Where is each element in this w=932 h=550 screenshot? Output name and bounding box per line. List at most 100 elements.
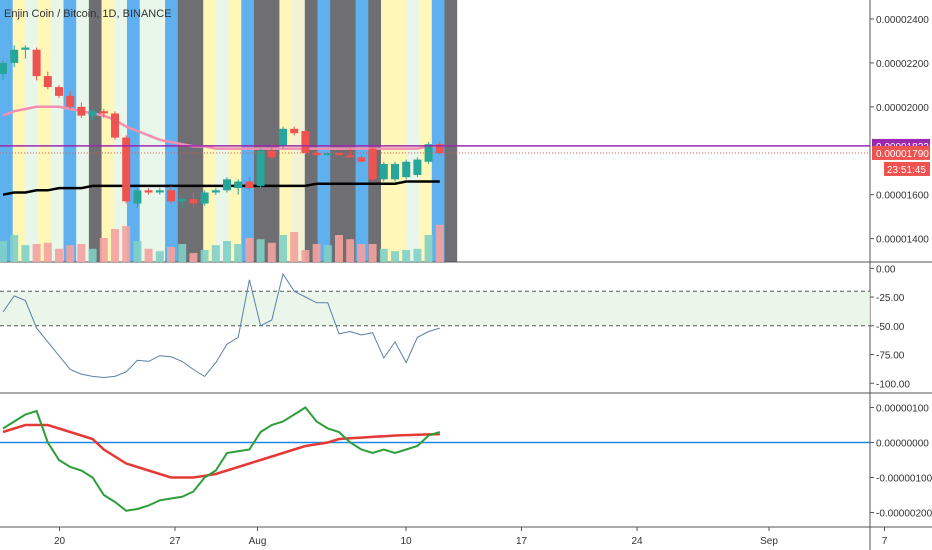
volume-bar [312,244,321,262]
background-band [0,0,13,262]
volume-bar [211,245,220,262]
background-band [266,0,280,262]
background-band [177,0,191,262]
background-band [304,0,318,262]
volume-bar [391,251,399,262]
background-band [228,0,242,262]
background-band [355,0,369,262]
volume-bar [122,226,131,262]
candles [0,45,444,208]
symbol-title: Enjin Coin / Bitcoin, 1D, BINANCE [4,8,172,20]
williams-r-pane [0,272,870,379]
price-tag-label: 0.00001790 [876,149,929,160]
price-tag [872,145,930,160]
williams-r-line [2,272,440,379]
background-band [215,0,229,262]
background-band [50,0,64,262]
candle-body [10,49,19,63]
time-tick-label: 7 [882,536,888,547]
candle-body [43,76,52,88]
candle-body [88,111,97,116]
candle-body [413,159,422,175]
candle-body [391,163,399,180]
time-tick-label: 27 [169,536,181,547]
background-band [88,0,102,262]
volume-bar [144,248,153,262]
volume-bar [178,244,187,262]
candle-body [0,62,7,74]
volume-bar [234,244,243,262]
volume-bar [167,247,175,262]
background-band [12,0,26,262]
ma-black-line [2,180,440,196]
macd-pane [0,406,870,512]
background-band [292,0,306,262]
candle-body [178,199,187,202]
time-tick-label: 20 [54,536,66,547]
chart-area [457,0,870,262]
rsi-tick-label: -75.00 [876,351,905,362]
volume-bar [424,235,433,262]
background-band [241,0,255,262]
candle-body [267,150,276,158]
background-band [152,0,166,262]
background-band [330,0,344,262]
candle-body [21,47,30,50]
macd-tick-label: 0.00000100 [876,404,929,415]
candle-body [234,181,243,189]
time-tick-label: 17 [516,536,528,547]
candle-body [335,152,343,156]
candle-body [189,199,198,204]
price-tick-label: 0.00002200 [876,59,929,70]
background-band [165,0,179,262]
candle-body [55,87,63,96]
candle-body [290,128,299,134]
background-band [381,0,394,262]
price-axis[interactable]: 0.000018220.0000179023:51:450.000024000.… [870,15,932,520]
candle-body [133,190,142,204]
background-band [76,0,90,262]
price-tick-label: 0.00001400 [876,235,929,246]
volume-bar [0,241,7,262]
candle-body [279,128,287,147]
volume-bar [335,235,343,262]
candle-body [368,148,377,180]
candle-body [435,144,444,153]
time-axis[interactable]: 2027Aug101724Sep71421 [54,527,932,547]
macd-tick-label: 0.00000000 [876,439,929,450]
time-tick-label: Aug [249,536,267,547]
volume-bar [111,229,119,262]
background-band [431,0,445,262]
background-bands [0,0,870,527]
price-tick-label: 0.00002000 [876,103,929,114]
candle-body [323,152,332,156]
candle-body [144,190,153,193]
countdown-tag [884,161,930,176]
volume-bar [21,245,30,262]
background-band [342,0,356,262]
macd-line [2,406,441,512]
candle-body [155,190,164,193]
price-tick-label: 0.00001600 [876,191,929,202]
price-tick-label: 0.00002400 [876,15,929,26]
candle-body [357,157,366,162]
volume-bar [279,235,287,262]
time-tick-label: Sep [760,536,778,547]
macd-area [0,393,870,527]
rsi-tick-label: -50.00 [876,322,905,333]
macd-tick-label: -0.00000200 [876,509,932,520]
background-band [63,0,77,262]
moving-averages [2,105,440,196]
candle-body [32,49,41,77]
volume-bar [66,245,75,262]
volume-bar [133,241,142,262]
volume-bar [32,244,41,262]
volume-bar [223,241,231,262]
volume-bar [77,244,86,262]
background-band [25,0,39,262]
volume-bar [245,238,254,262]
background-band [393,0,407,262]
candle-body [301,131,310,153]
candle-body [211,190,220,193]
